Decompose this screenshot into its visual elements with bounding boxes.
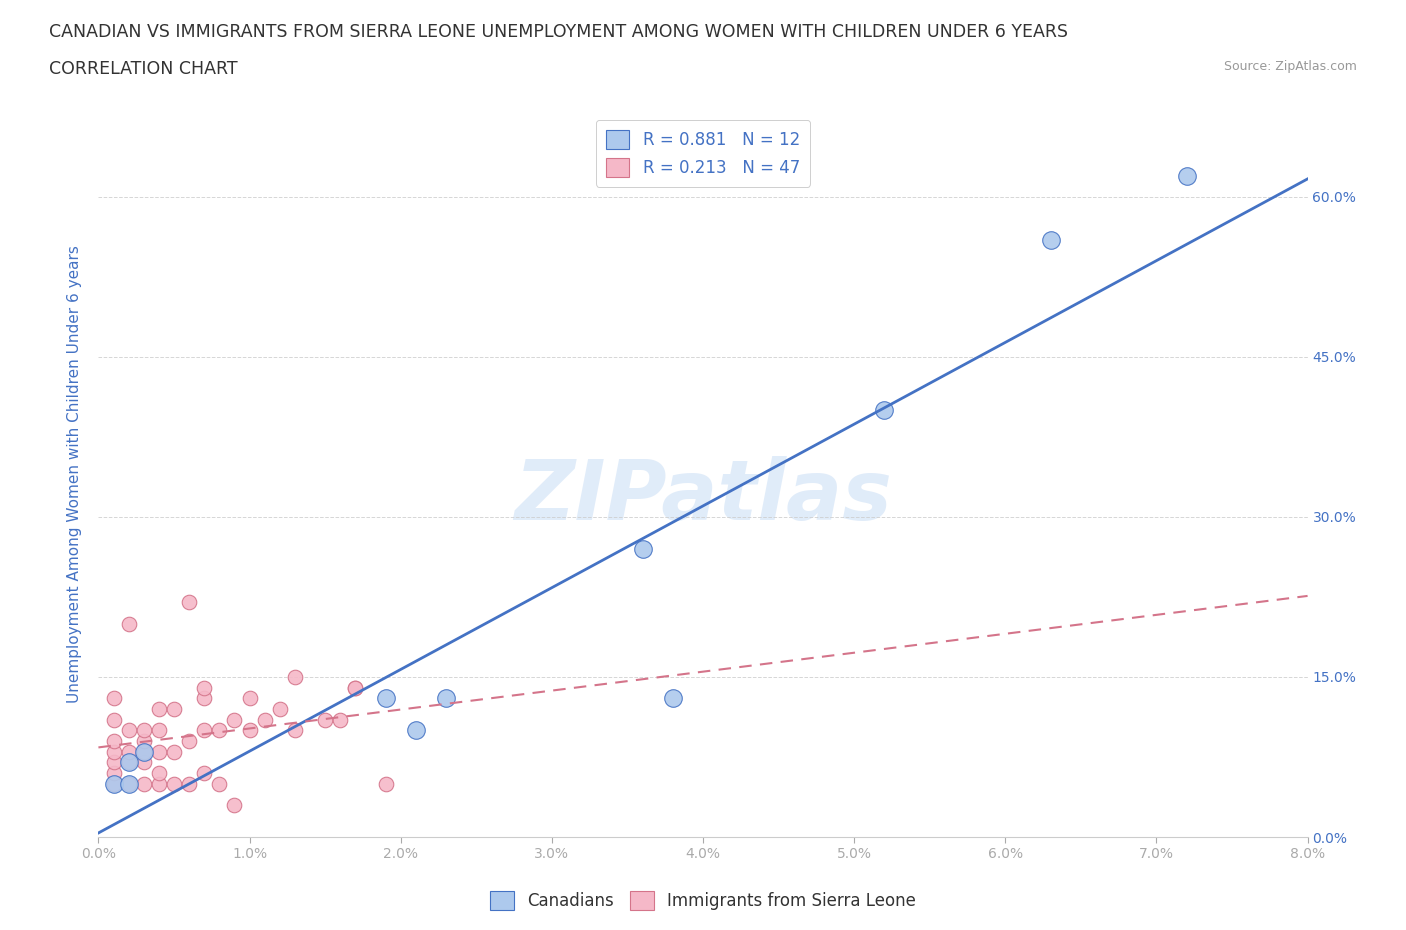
Point <box>193 723 215 737</box>
Text: ZIPatlas: ZIPatlas <box>515 456 891 537</box>
Point <box>374 777 396 791</box>
Point <box>239 691 262 706</box>
Point <box>374 691 396 706</box>
Point <box>132 734 155 749</box>
Point <box>208 723 231 737</box>
Point <box>103 777 125 791</box>
Point <box>118 744 141 759</box>
Point <box>1175 168 1198 183</box>
Point <box>631 541 654 556</box>
Point <box>662 691 685 706</box>
Point <box>179 595 201 610</box>
Point <box>103 712 125 727</box>
Point <box>163 701 186 716</box>
Point <box>253 712 276 727</box>
Point <box>132 755 155 770</box>
Point <box>118 777 141 791</box>
Y-axis label: Unemployment Among Women with Children Under 6 years: Unemployment Among Women with Children U… <box>67 246 83 703</box>
Point <box>873 403 896 418</box>
Point <box>405 723 427 737</box>
Point <box>103 744 125 759</box>
Point <box>118 617 141 631</box>
Point <box>208 777 231 791</box>
Point <box>148 744 170 759</box>
Point <box>132 723 155 737</box>
Point <box>148 723 170 737</box>
Point <box>148 765 170 780</box>
Point <box>132 744 155 759</box>
Point <box>193 765 215 780</box>
Point <box>148 777 170 791</box>
Point <box>103 691 125 706</box>
Point <box>224 712 246 727</box>
Point <box>132 777 155 791</box>
Point <box>179 734 201 749</box>
Point <box>239 723 262 737</box>
Point <box>314 712 336 727</box>
Point <box>284 670 307 684</box>
Point <box>148 701 170 716</box>
Point <box>193 691 215 706</box>
Point <box>103 734 125 749</box>
Point <box>103 765 125 780</box>
Point <box>193 680 215 695</box>
Point <box>434 691 457 706</box>
Text: Source: ZipAtlas.com: Source: ZipAtlas.com <box>1223 60 1357 73</box>
Point <box>103 777 125 791</box>
Point <box>163 777 186 791</box>
Point <box>103 755 125 770</box>
Point <box>118 723 141 737</box>
Point <box>118 777 141 791</box>
Point <box>329 712 352 727</box>
Point <box>163 744 186 759</box>
Legend: R = 0.881   N = 12, R = 0.213   N = 47: R = 0.881 N = 12, R = 0.213 N = 47 <box>596 120 810 187</box>
Point <box>118 755 141 770</box>
Point <box>344 680 367 695</box>
Legend: Canadians, Immigrants from Sierra Leone: Canadians, Immigrants from Sierra Leone <box>484 884 922 917</box>
Point <box>224 798 246 813</box>
Point <box>179 777 201 791</box>
Point <box>284 723 307 737</box>
Text: CORRELATION CHART: CORRELATION CHART <box>49 60 238 78</box>
Point <box>344 680 367 695</box>
Point <box>118 755 141 770</box>
Text: CANADIAN VS IMMIGRANTS FROM SIERRA LEONE UNEMPLOYMENT AMONG WOMEN WITH CHILDREN : CANADIAN VS IMMIGRANTS FROM SIERRA LEONE… <box>49 23 1069 41</box>
Point <box>269 701 291 716</box>
Point <box>132 744 155 759</box>
Point <box>1039 232 1062 247</box>
